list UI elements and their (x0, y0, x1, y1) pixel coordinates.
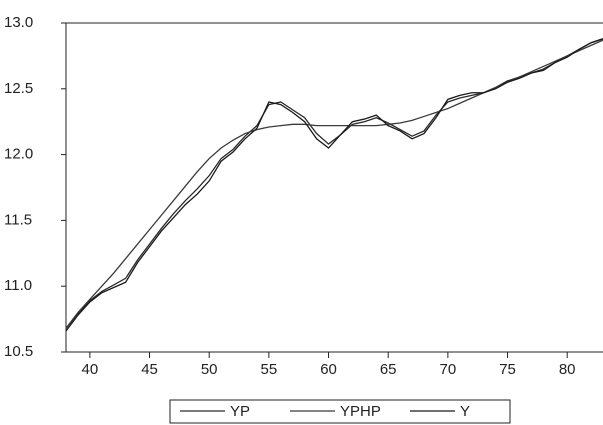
legend-label: Y (460, 403, 470, 420)
x-tick-label: 75 (499, 361, 516, 378)
x-tick-label: 45 (141, 361, 158, 378)
y-tick-label: 13.0 (4, 14, 33, 31)
x-tick-label: 70 (440, 361, 457, 378)
legend-label: YPHP (340, 403, 381, 420)
series-line (65, 38, 603, 329)
y-tick-label: 11.0 (4, 277, 32, 294)
y-tick-label: 10.5 (4, 343, 33, 360)
y-tick-label: 11.5 (4, 211, 32, 228)
legend-box (169, 399, 511, 424)
legend-label: YP (230, 403, 250, 420)
x-tick-label: 80 (559, 361, 576, 378)
series-line (65, 38, 603, 332)
series-line (65, 39, 603, 329)
x-tick-label: 40 (82, 361, 99, 378)
x-tick-label: 55 (261, 361, 278, 378)
y-tick-label: 12.0 (4, 146, 33, 163)
x-tick-label: 60 (320, 361, 337, 378)
x-tick-label: 65 (380, 361, 397, 378)
y-tick-label: 12.5 (4, 80, 33, 97)
x-tick-label: 50 (201, 361, 218, 378)
